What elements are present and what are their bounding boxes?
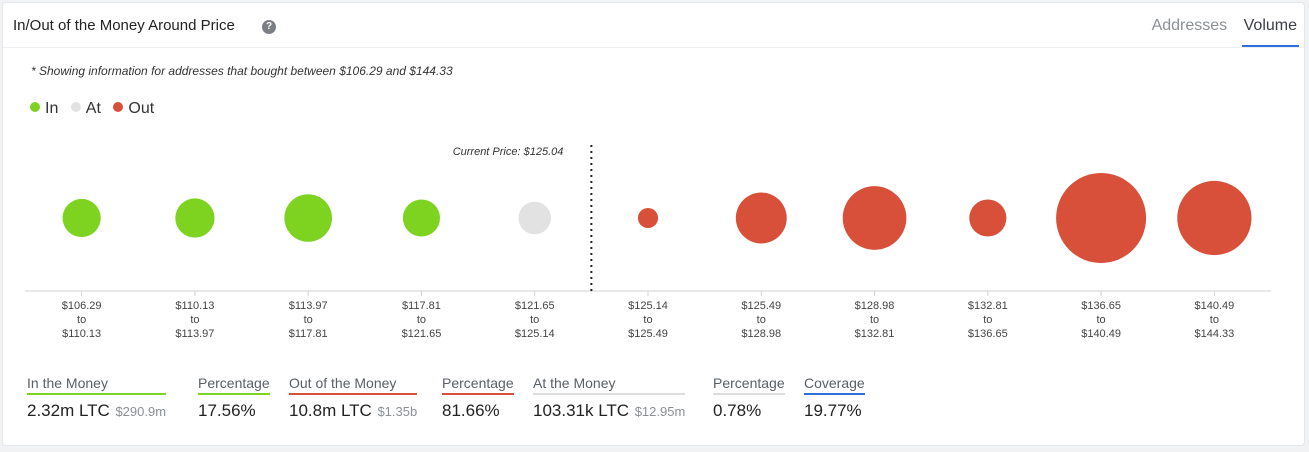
stat-label: Out of the Money: [289, 375, 418, 395]
stat-value: 81.66%: [442, 401, 514, 421]
stat-value-main: 2.32m LTC: [27, 401, 110, 420]
x-tick-label: $140.49: [1194, 300, 1234, 312]
stat-percentage: Percentage 81.66%: [442, 375, 514, 421]
x-tick-label: $125.14: [515, 328, 555, 340]
stat-label: In the Money: [27, 375, 167, 395]
header-divider: [3, 47, 1304, 48]
bubble-in[interactable]: [62, 198, 101, 238]
stat-value-main: 19.77%: [804, 401, 862, 420]
x-tick-label: $106.29: [62, 300, 102, 312]
tab-addresses[interactable]: Addresses: [1151, 17, 1228, 34]
x-tick-label: to: [643, 314, 652, 326]
x-tick-label: to: [77, 314, 86, 326]
x-tick-label: $113.97: [175, 328, 214, 340]
stat-label: Percentage: [442, 375, 514, 395]
x-tick-label: $110.13: [62, 328, 101, 340]
bubble-in[interactable]: [175, 198, 215, 238]
stat-in-the-money: In the Money 2.32m LTC $290.9m: [27, 375, 167, 421]
x-tick-label: $125.14: [628, 300, 668, 312]
info-note: * Showing information for addresses that…: [31, 64, 453, 78]
x-tick-label: to: [417, 314, 426, 326]
stat-value-main: 0.78%: [713, 401, 762, 420]
tab-volume[interactable]: Volume: [1241, 3, 1299, 47]
bubble-in[interactable]: [402, 199, 441, 237]
x-tick-label: to: [304, 314, 313, 326]
x-tick-label: $121.65: [515, 300, 555, 312]
x-tick-label: $110.13: [175, 300, 214, 312]
stat-value: 103.31k LTC $12.95m: [533, 401, 685, 421]
legend-dot-at: [70, 102, 81, 112]
x-tick-label: to: [190, 314, 199, 326]
x-tick-label: $117.81: [289, 328, 328, 340]
legend-label-out: Out: [128, 100, 155, 117]
x-tick-label: $128.98: [741, 328, 781, 340]
page-title: In/Out of the Money Around Price: [13, 17, 235, 34]
stat-value-usd: $290.9m: [111, 404, 167, 419]
stat-label: Coverage: [804, 375, 865, 395]
stat-value: 17.56%: [198, 401, 270, 421]
tab-bar: Addresses Volume: [1142, 3, 1299, 47]
current-price-label: Current Price: $125.04: [453, 146, 564, 158]
bubble-in[interactable]: [284, 194, 332, 242]
x-tick-label: to: [1096, 314, 1105, 326]
stat-label: Percentage: [713, 375, 785, 395]
stat-value-main: 103.31k LTC: [533, 401, 630, 420]
legend-item-out[interactable]: Out: [113, 100, 154, 118]
stat-value: 10.8m LTC $1.35b: [289, 401, 417, 421]
stat-percentage: Percentage 17.56%: [198, 375, 270, 421]
bubble-out[interactable]: [1056, 173, 1147, 263]
stat-label: At the Money: [533, 375, 686, 395]
legend-label-at: At: [85, 100, 101, 117]
stat-value-main: 10.8m LTC: [289, 401, 372, 420]
stat-value-main: 17.56%: [198, 401, 256, 420]
stat-label: Percentage: [198, 375, 270, 395]
x-tick-label: to: [983, 314, 992, 326]
legend-item-at[interactable]: At: [70, 100, 101, 118]
bubble-out[interactable]: [969, 199, 1007, 237]
x-tick-label: to: [530, 314, 539, 326]
x-tick-label: $125.49: [741, 300, 781, 312]
x-tick-label: $136.65: [1081, 300, 1121, 312]
stat-coverage: Coverage 19.77%: [804, 375, 865, 421]
x-tick-label: $125.49: [628, 328, 668, 340]
x-tick-label: to: [757, 314, 766, 326]
x-tick-label: to: [870, 314, 879, 326]
stat-value-usd: $12.95m: [631, 404, 686, 419]
stat-value-main: 81.66%: [442, 401, 500, 420]
x-tick-label: $121.65: [402, 328, 442, 340]
bubble-at[interactable]: [518, 201, 551, 235]
stat-percentage: Percentage 0.78%: [713, 375, 785, 421]
question-circle-icon[interactable]: ?: [262, 20, 276, 34]
stat-value: 2.32m LTC $290.9m: [27, 401, 166, 421]
stat-at-the-money: At the Money 103.31k LTC $12.95m: [533, 375, 686, 421]
bubble-chart: Current Price: $125.04 $106.29 to $110.13 $1…: [25, 145, 1271, 340]
x-tick-label: $128.98: [855, 300, 895, 312]
stat-out-of-the-money: Out of the Money 10.8m LTC $1.35b: [289, 375, 418, 421]
card: In/Out of the Money Around Price ? Addre…: [2, 2, 1305, 446]
bubble-out[interactable]: [637, 207, 659, 229]
x-tick-label: $136.65: [968, 328, 1008, 340]
stat-value-usd: $1.35b: [373, 404, 418, 419]
x-tick-label: $132.81: [968, 300, 1008, 312]
legend-label-in: In: [45, 100, 59, 117]
bubble-out[interactable]: [1177, 180, 1252, 256]
x-tick-label: $113.97: [289, 300, 328, 312]
legend-dot-out: [113, 102, 124, 112]
legend-dot-in: [30, 102, 40, 112]
x-tick-label: $132.81: [855, 328, 895, 340]
legend: In At Out: [30, 100, 162, 118]
x-tick-label: $140.49: [1081, 328, 1121, 340]
x-tick-label: $117.81: [402, 300, 441, 312]
stat-value: 0.78%: [713, 401, 785, 421]
bubble-out[interactable]: [735, 192, 787, 244]
x-tick-label: $144.33: [1194, 328, 1234, 340]
x-tick-label: to: [1210, 314, 1219, 326]
legend-item-in[interactable]: In: [30, 100, 58, 118]
stat-value: 19.77%: [804, 401, 865, 421]
bubble-out[interactable]: [842, 186, 907, 250]
